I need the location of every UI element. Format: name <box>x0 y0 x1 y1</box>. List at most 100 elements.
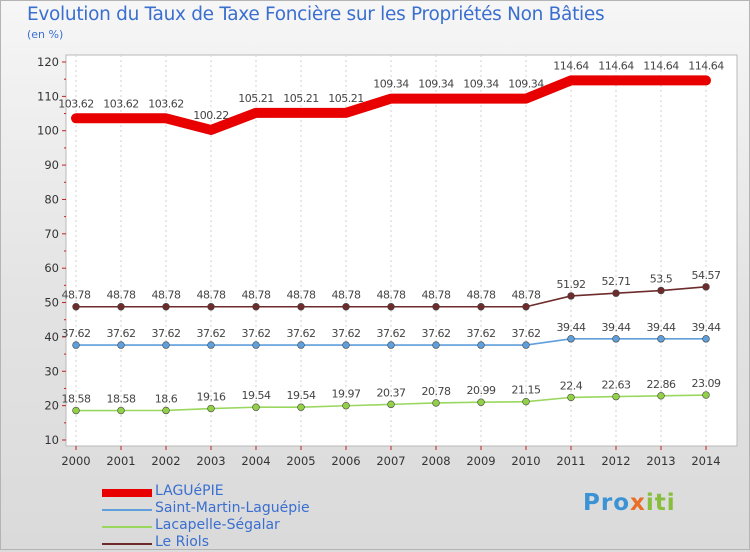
data-point <box>72 341 80 349</box>
data-label: 19.54 <box>287 389 316 402</box>
data-point <box>342 303 350 311</box>
legend-label: LAGUéPIE <box>155 483 224 499</box>
data-label: 37.62 <box>152 327 181 340</box>
data-point <box>612 335 620 343</box>
legend-label: Le Riols <box>155 534 209 550</box>
data-point <box>207 341 215 349</box>
data-label: 103.62 <box>148 97 184 110</box>
data-point <box>432 341 440 349</box>
data-label: 22.4 <box>560 379 583 392</box>
y-tick-label: 90 <box>44 158 59 172</box>
legend-swatch <box>102 526 152 528</box>
data-label: 48.78 <box>242 289 271 302</box>
data-label: 37.62 <box>332 327 361 340</box>
data-label: 48.78 <box>467 289 496 302</box>
data-label: 114.64 <box>643 59 679 72</box>
legend-label: Saint-Martin-Laguépie <box>155 500 310 516</box>
data-label: 37.62 <box>467 327 496 340</box>
data-point <box>162 341 170 349</box>
x-tick-label: 2010 <box>511 454 540 468</box>
y-axis-unit: (en %) <box>27 28 64 41</box>
data-label: 52.71 <box>602 275 631 288</box>
data-label: 37.62 <box>512 327 541 340</box>
data-label: 114.64 <box>598 59 634 72</box>
data-label: 48.78 <box>62 289 91 302</box>
data-label: 18.58 <box>62 393 91 406</box>
data-point <box>117 406 125 415</box>
data-point <box>657 286 665 295</box>
data-label: 109.34 <box>373 78 409 91</box>
data-label: 103.62 <box>103 97 139 110</box>
data-label: 48.78 <box>197 289 226 302</box>
y-tick-label: 70 <box>44 227 59 241</box>
legend-label: Lacapelle-Ségalar <box>155 517 280 533</box>
data-point <box>477 341 485 349</box>
data-point <box>297 403 305 411</box>
data-point <box>252 341 260 349</box>
data-point <box>387 341 395 349</box>
y-tick-label: 100 <box>37 124 59 138</box>
data-label: 18.6 <box>155 392 178 405</box>
data-point <box>387 303 395 311</box>
data-point <box>567 393 575 402</box>
data-point <box>252 403 260 411</box>
legend-swatch <box>102 509 152 511</box>
data-point <box>387 400 395 409</box>
data-label: 21.15 <box>512 384 541 397</box>
data-point <box>702 283 710 291</box>
data-label: 37.62 <box>62 327 91 340</box>
data-label: 109.34 <box>508 78 544 91</box>
x-tick-label: 2004 <box>241 454 270 468</box>
data-point <box>612 392 620 401</box>
data-label: 109.34 <box>418 78 454 91</box>
data-label: 39.44 <box>647 321 676 334</box>
data-point <box>207 303 215 311</box>
data-label: 22.63 <box>602 379 631 392</box>
x-tick-label: 2003 <box>196 454 225 468</box>
data-label: 37.62 <box>107 327 136 340</box>
x-tick-label: 2012 <box>601 454 630 468</box>
data-label: 37.62 <box>377 327 406 340</box>
data-label: 53.5 <box>650 273 673 286</box>
x-tick-label: 2007 <box>376 454 405 468</box>
data-point <box>522 341 530 349</box>
legend-swatch <box>102 489 152 497</box>
y-tick-label: 110 <box>37 89 59 103</box>
data-label: 48.78 <box>422 289 451 302</box>
x-tick-label: 2000 <box>61 454 90 468</box>
data-point <box>117 303 125 311</box>
data-label: 105.21 <box>283 92 319 105</box>
data-label: 37.62 <box>242 327 271 340</box>
y-tick-label: 10 <box>44 433 59 447</box>
data-label: 37.62 <box>287 327 316 340</box>
data-point <box>342 341 350 349</box>
data-point <box>477 303 485 311</box>
data-label: 22.86 <box>647 378 676 391</box>
data-point <box>72 406 80 415</box>
data-label: 114.64 <box>553 59 589 72</box>
data-label: 48.78 <box>512 289 541 302</box>
data-point <box>297 341 305 349</box>
data-point <box>657 392 665 400</box>
data-point <box>567 292 575 300</box>
data-point <box>612 289 620 297</box>
data-label: 37.62 <box>422 327 451 340</box>
data-label: 114.64 <box>688 59 724 72</box>
y-tick-label: 80 <box>44 192 59 206</box>
data-point <box>522 397 530 406</box>
data-label: 19.97 <box>332 388 361 401</box>
data-point <box>342 402 350 410</box>
x-tick-label: 2008 <box>421 454 450 468</box>
y-tick-label: 50 <box>44 296 59 310</box>
data-label: 19.54 <box>242 389 271 402</box>
data-label: 48.78 <box>377 289 406 302</box>
data-label: 109.34 <box>463 78 499 91</box>
data-label: 18.58 <box>107 393 136 406</box>
y-tick-label: 40 <box>44 330 59 344</box>
data-label: 48.78 <box>107 289 136 302</box>
data-label: 39.44 <box>557 321 586 334</box>
data-label: 37.62 <box>197 327 226 340</box>
data-label: 105.21 <box>238 92 274 105</box>
data-point <box>522 303 530 311</box>
